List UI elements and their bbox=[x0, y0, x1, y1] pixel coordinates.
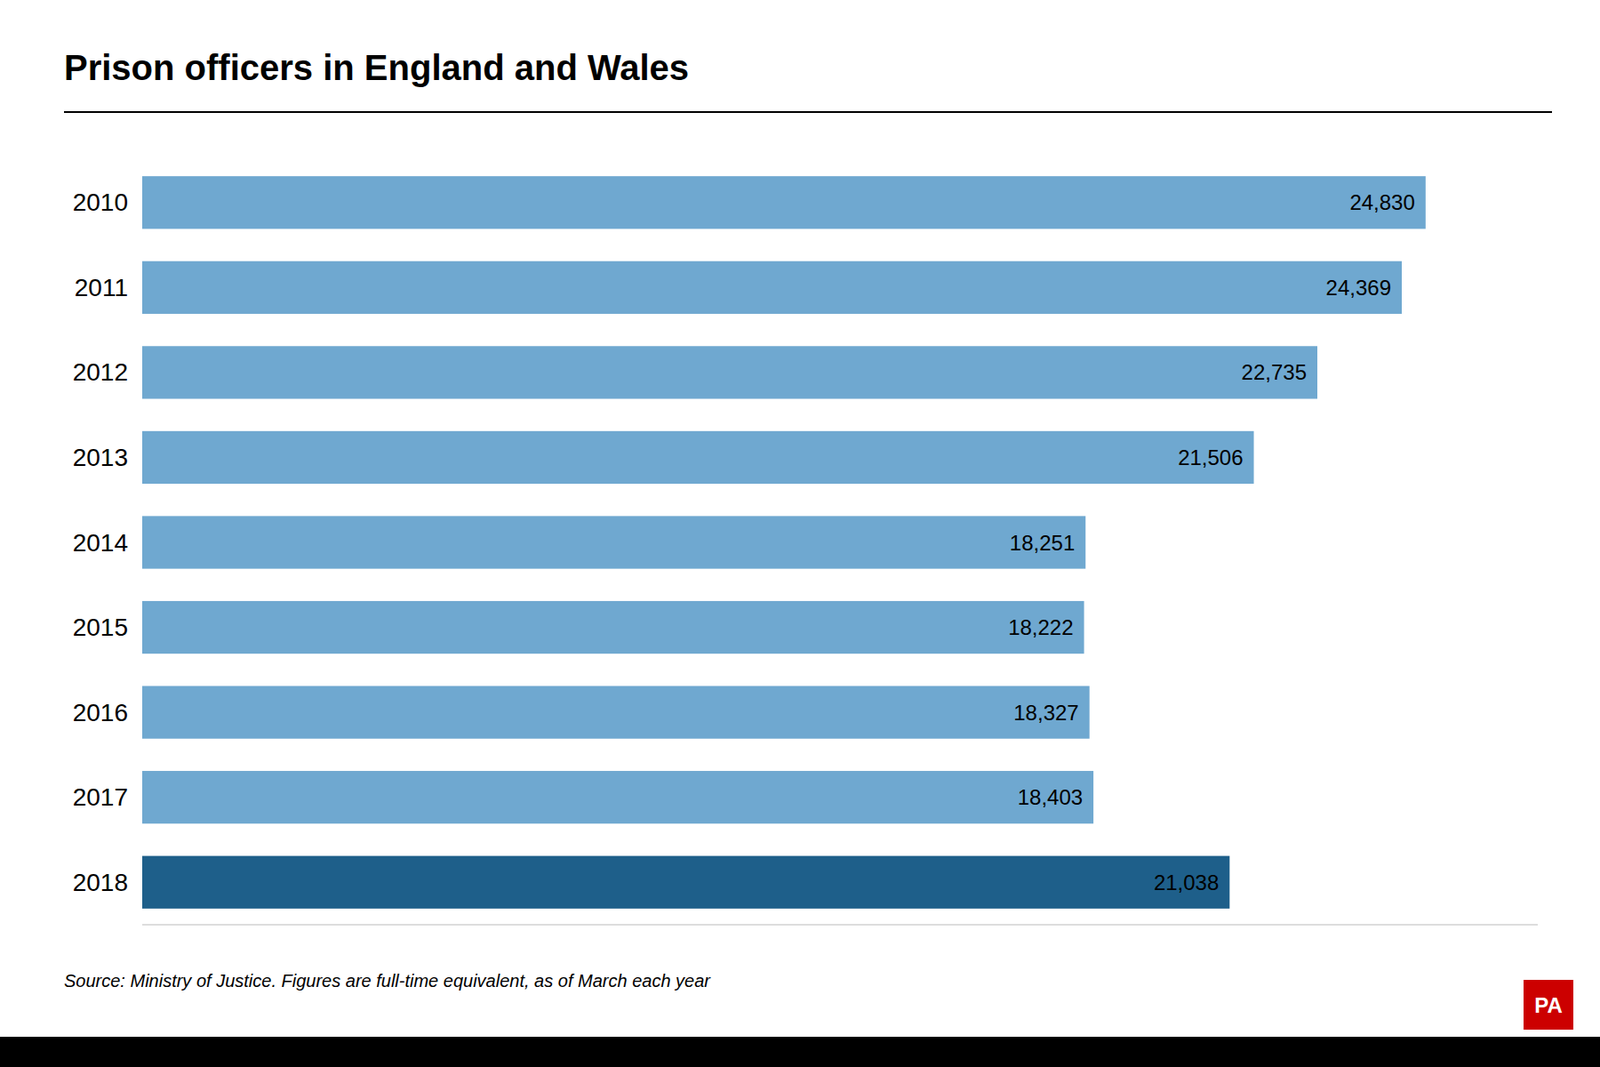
y-tick-label: 2014 bbox=[72, 528, 128, 557]
y-tick-label: 2015 bbox=[72, 613, 128, 641]
bar bbox=[142, 600, 1085, 654]
bar bbox=[142, 856, 1230, 909]
bar bbox=[142, 431, 1255, 484]
bar bbox=[142, 176, 1426, 229]
y-tick-label: 2010 bbox=[72, 188, 128, 216]
source: Source: Ministry of Justice. Figures are… bbox=[64, 970, 712, 991]
logo-text: PA bbox=[1534, 992, 1563, 1017]
data-label: 21,038 bbox=[1153, 870, 1219, 895]
title: Prison officers in England and Wales bbox=[64, 48, 689, 88]
data-label: 21,506 bbox=[1177, 445, 1243, 470]
bar bbox=[142, 770, 1094, 824]
chart-root: Prison officers in England and Wales 24,8… bbox=[0, 0, 1600, 1067]
y-tick-labels: 2010 2011 2012 2013 2014 2015 2016 2017 2018 bbox=[72, 188, 128, 896]
bar bbox=[142, 685, 1090, 738]
logo-box bbox=[1523, 979, 1574, 1030]
y-tick-label: 2013 bbox=[72, 443, 128, 472]
y-tick-label: 2012 bbox=[72, 358, 128, 386]
data-label: 18,327 bbox=[1013, 700, 1079, 725]
data-label: 24,830 bbox=[1349, 190, 1415, 215]
data-label: 18,251 bbox=[1009, 530, 1075, 555]
footer-band bbox=[0, 1036, 1600, 1067]
y-tick-label: 2018 bbox=[72, 868, 128, 896]
bars bbox=[142, 176, 1426, 909]
y-tick-label: 2017 bbox=[72, 783, 128, 811]
bar bbox=[142, 261, 1402, 314]
y-tick-label: 2011 bbox=[74, 273, 128, 302]
data-label: 18,222 bbox=[1008, 615, 1073, 640]
bar bbox=[142, 515, 1086, 568]
data-labels: 24,830 24,369 22,735 21,506 18,251 18,222 18,3… bbox=[1008, 190, 1416, 894]
bar bbox=[142, 345, 1318, 399]
data-label: 18,403 bbox=[1017, 784, 1083, 809]
x-axis-line bbox=[142, 924, 1538, 926]
title-rule bbox=[64, 111, 1552, 113]
data-label: 24,369 bbox=[1326, 275, 1392, 300]
data-label: 22,735 bbox=[1241, 360, 1307, 384]
y-tick-label: 2016 bbox=[72, 698, 128, 727]
